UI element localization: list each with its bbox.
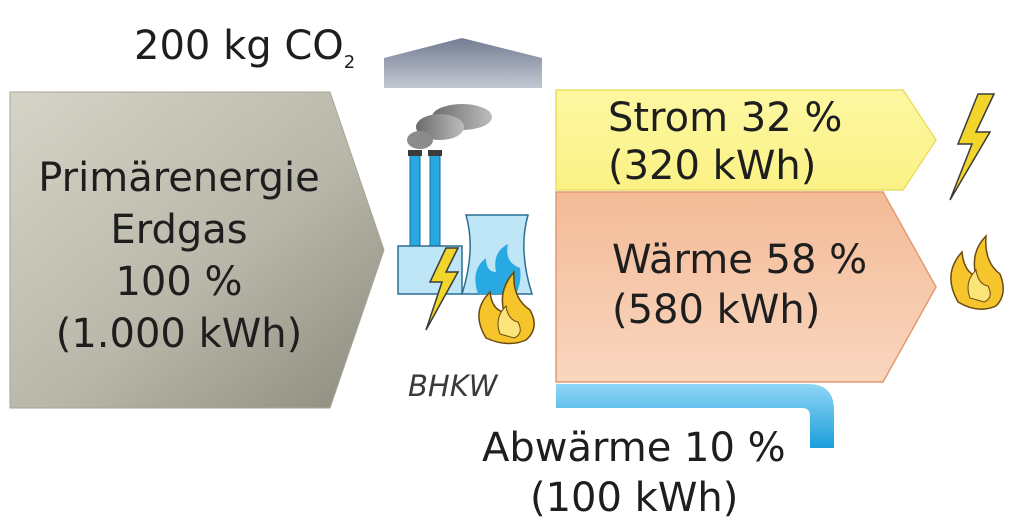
plant-label: BHKW [408, 369, 498, 403]
power-label-1: Strom 32 % [608, 95, 843, 141]
heat-label-1: Wärme 58 % [612, 237, 868, 283]
input-label-2: Erdgas [110, 207, 248, 253]
waste-label-2: (100 kWh) [530, 475, 739, 521]
waste-heat-pipe [556, 384, 834, 448]
heat-arrow [555, 191, 937, 383]
input-label-3: 100 % [115, 259, 243, 305]
power-arrow [555, 89, 937, 191]
co2-subscript: 2 [343, 52, 356, 73]
flame-icon [950, 234, 1004, 310]
waste-label-1: Abwärme 10 % [482, 425, 786, 471]
chp-plant-icon [397, 104, 535, 345]
input-label-4: (1.000 kWh) [55, 311, 303, 357]
power-label-2: (320 kWh) [608, 143, 817, 189]
co2-emission-label: 200 kg CO2 [134, 26, 355, 72]
co2-arrow-icon [384, 38, 542, 88]
plant-flame-icon [478, 269, 535, 345]
co2-label-text: 200 kg CO [134, 23, 344, 69]
input-arrow [9, 91, 385, 409]
heat-label-2: (580 kWh) [612, 287, 821, 333]
plant-lightning-icon [425, 247, 460, 331]
input-label-1: Primärenergie [38, 155, 320, 201]
lightning-icon [949, 93, 996, 201]
